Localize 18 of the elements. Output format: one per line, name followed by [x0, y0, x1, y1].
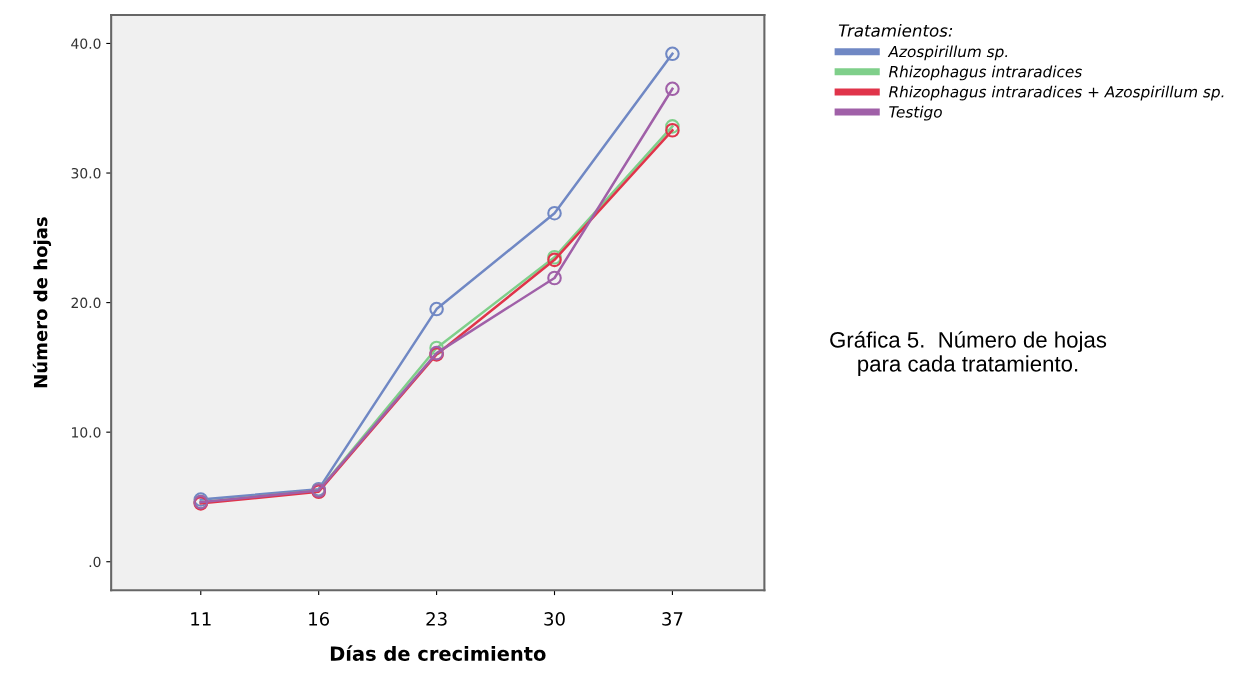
y-tick-label: 40.0 — [71, 38, 101, 49]
legend-label: Azospirillum sp. — [887, 45, 1008, 61]
legend-title: Tratamientos: — [838, 23, 953, 37]
x-tick-label: 11 — [191, 612, 211, 626]
x-tick-label: 37 — [662, 612, 683, 626]
y-axis-title: Número de hojas — [32, 217, 52, 388]
legend-label: Testigo — [889, 105, 942, 121]
x-tick-label: 30 — [544, 612, 565, 626]
legend-label: Rhizophagus intraradices — [888, 65, 1082, 81]
y-tick-label: 30.0 — [71, 168, 101, 179]
legend-label: Rhizophagus intraradices + Azospirillum sp. — [888, 85, 1224, 101]
text: Gráfica 5. Número de hojas para cada tratamiento. — [830, 331, 1107, 377]
x-tick-label: 16 — [309, 612, 330, 626]
y-tick-label: .0 — [89, 556, 101, 568]
y-tick-label: 10.0 — [72, 427, 101, 438]
x-axis-title: Días de crecimiento — [330, 645, 546, 661]
x-tick-label: 23 — [426, 612, 447, 626]
y-tick-label: 20.0 — [71, 297, 101, 309]
